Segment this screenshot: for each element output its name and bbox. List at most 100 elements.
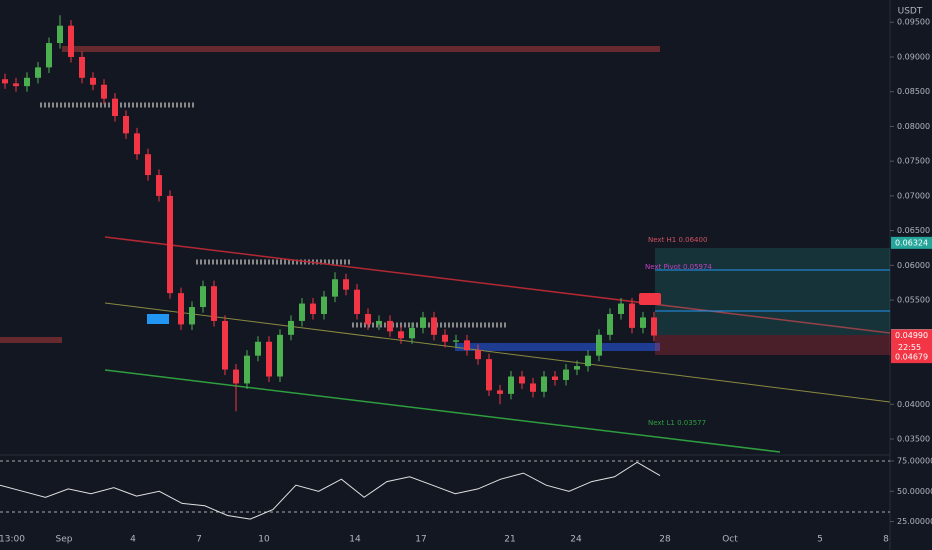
y-tick-label: 0.06500 <box>897 226 930 235</box>
rsi-tick-label: 50.00000 <box>897 487 932 496</box>
y-tick-label: 0.06000 <box>897 261 930 270</box>
candle-body <box>211 286 217 321</box>
candle-body <box>343 279 349 290</box>
candle-body <box>365 313 371 325</box>
candle-body <box>574 366 580 370</box>
candle-body <box>607 313 613 335</box>
target-box <box>655 248 890 335</box>
price-tag-label: 0.04990 <box>895 331 928 340</box>
candle-body <box>464 340 470 351</box>
y-tick-label: 0.08500 <box>897 87 930 96</box>
candle-body <box>189 307 195 325</box>
price-tag-label: 0.06324 <box>895 238 928 247</box>
candle-body <box>354 289 360 314</box>
rsi-tick-label: 75.00000 <box>897 457 932 466</box>
y-tick-label: 0.09500 <box>897 18 930 27</box>
candle-body <box>255 341 261 356</box>
candle-body <box>288 320 294 335</box>
candle-body <box>277 334 283 377</box>
candle-body <box>79 56 85 78</box>
candle-body <box>13 83 19 87</box>
candle-body <box>585 355 591 367</box>
candle-body <box>431 317 437 335</box>
candle-body <box>178 293 184 325</box>
candle-body <box>475 350 481 360</box>
y-tick-label: 0.08000 <box>897 122 930 131</box>
candle-body <box>453 340 459 342</box>
candle-body <box>310 303 316 314</box>
trendline <box>104 302 891 403</box>
x-tick-label: 10 <box>258 535 270 545</box>
candle-body <box>519 376 525 384</box>
candle-body <box>24 77 30 87</box>
x-tick-label: 4 <box>130 535 136 545</box>
rsi-line <box>0 461 661 520</box>
zone <box>455 343 660 351</box>
x-tick-label: 14 <box>349 535 361 545</box>
zone <box>0 337 62 343</box>
candle-body <box>123 116 129 134</box>
resistance-zone <box>62 46 660 52</box>
candle-body <box>35 67 41 78</box>
price-tag <box>891 329 932 342</box>
x-tick-label: 8 <box>883 535 889 545</box>
x-tick-label: 21 <box>504 535 515 545</box>
price-tag <box>891 351 932 364</box>
x-tick-label: Oct <box>722 535 738 545</box>
candle-body <box>244 355 250 384</box>
x-tick-label: 7 <box>196 535 202 545</box>
candle-body <box>200 286 206 308</box>
candle-body <box>112 98 118 117</box>
signal-label <box>639 293 661 305</box>
candle-body <box>332 279 338 297</box>
candle-body <box>497 390 503 394</box>
candle-body <box>596 334 602 356</box>
candle-body <box>2 79 8 84</box>
candle-body <box>508 376 514 394</box>
candle-body <box>90 77 96 85</box>
marker <box>147 314 169 324</box>
y-tick-label: 0.04000 <box>897 400 930 409</box>
x-tick-label: 24 <box>570 535 582 545</box>
candle-body <box>156 175 162 196</box>
candle-body <box>486 359 492 391</box>
candle-body <box>57 25 63 44</box>
y-tick-label: 0.09000 <box>897 52 930 61</box>
candle-body <box>629 303 635 328</box>
candle-body <box>420 317 426 328</box>
candle-body <box>398 331 404 339</box>
x-tick-label: 13:00 <box>0 535 25 545</box>
y-tick-label: 0.07500 <box>897 157 930 166</box>
candle-body <box>387 320 393 332</box>
candle-body <box>167 195 173 294</box>
candle-body <box>134 133 140 155</box>
candle-body <box>101 84 107 99</box>
candle-body <box>552 376 558 380</box>
trendline <box>104 236 891 334</box>
candle-body <box>145 154 151 176</box>
candle-body <box>68 25 74 57</box>
rsi-tick-label: 25.00000 <box>897 517 932 526</box>
candle-body <box>376 320 382 325</box>
x-tick-label: 5 <box>817 535 823 545</box>
x-tick-label: 17 <box>415 535 426 545</box>
countdown-tag <box>891 341 932 354</box>
candle-body <box>530 383 536 392</box>
candle-body <box>640 317 646 328</box>
candle-body <box>299 303 305 321</box>
y-tick-label: 0.07000 <box>897 191 930 200</box>
candle-body <box>222 320 228 370</box>
candle-body <box>266 341 272 377</box>
currency: USDT <box>898 7 923 17</box>
candle-body <box>651 317 657 336</box>
y-tick-label: 0.03500 <box>897 435 930 444</box>
candle-body <box>46 43 52 68</box>
trendline <box>104 369 781 453</box>
annotation: Next H1 0.06400 <box>648 236 707 244</box>
candle-body <box>321 296 327 314</box>
candle-body <box>409 327 415 339</box>
stop-box <box>655 335 890 355</box>
candle-body <box>233 369 239 384</box>
